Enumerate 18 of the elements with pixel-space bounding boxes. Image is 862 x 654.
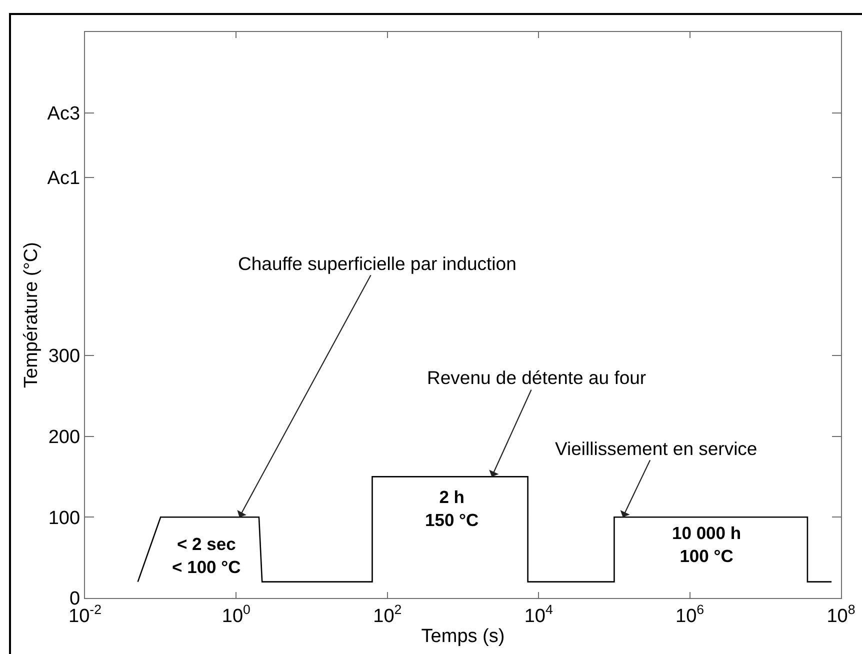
x-tick-label: 10$^{6}$ bbox=[676, 602, 704, 627]
x-tick-label: 10$^{8}$ bbox=[826, 602, 856, 627]
y-tick-label: 300 bbox=[48, 346, 80, 368]
annotation: Vieillissement en service bbox=[555, 438, 758, 459]
annotation: Revenu de détente au four bbox=[427, 367, 646, 388]
y-tick-label: 200 bbox=[48, 426, 80, 448]
x-tick-label: 10$^{2}$ bbox=[373, 602, 402, 627]
annotation: 10 000 h 100 °C bbox=[672, 523, 742, 566]
x-axis-title: Temps (s) bbox=[421, 626, 505, 647]
x-tick-label: 10$^{4}$ bbox=[524, 602, 553, 627]
y-tick-label: 100 bbox=[48, 508, 80, 529]
annotation: Chauffe superficielle par induction bbox=[238, 253, 516, 274]
annotation: 2 h 150 °C bbox=[425, 487, 480, 530]
annotation: < 2 sec < 100 °C bbox=[172, 534, 242, 577]
y-tick-label: Ac1 bbox=[47, 168, 80, 190]
x-tick-label: 10$^{0}$ bbox=[222, 602, 250, 627]
y-axis-title: Température (°C) bbox=[21, 242, 42, 388]
y-tick-label: Ac3 bbox=[47, 104, 80, 125]
